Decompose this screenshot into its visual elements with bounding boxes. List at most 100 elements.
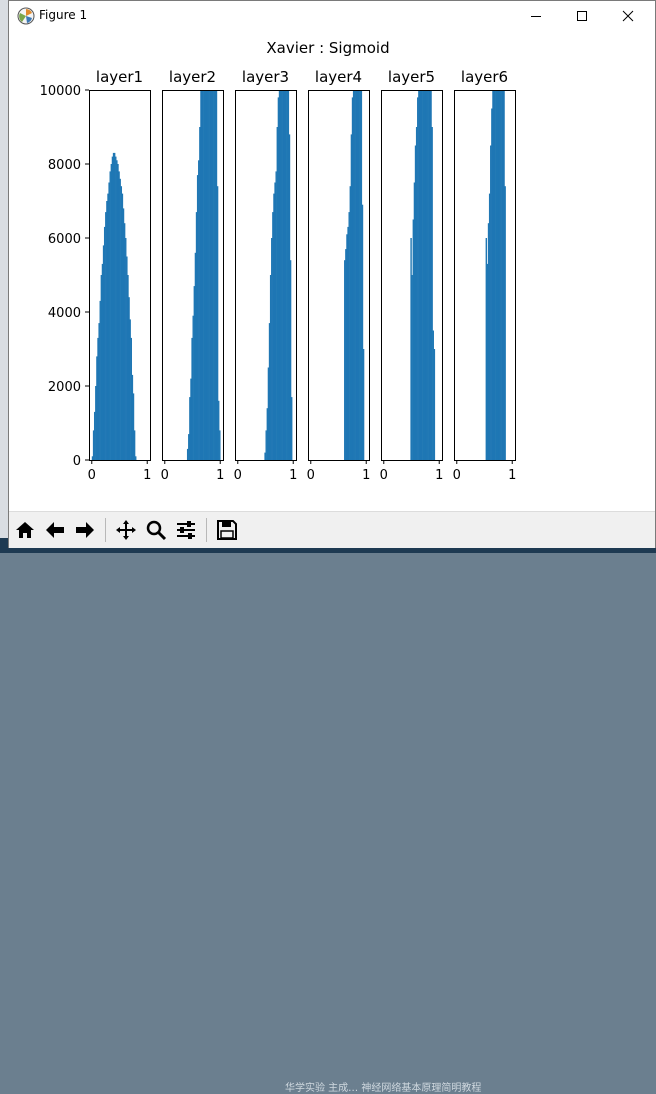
histogram-bar <box>210 90 212 460</box>
save-icon <box>217 520 237 540</box>
histogram-bar <box>288 134 291 460</box>
subplot-title: layer3 <box>242 68 289 86</box>
subplot-frame <box>308 90 370 461</box>
histogram-bar <box>362 349 365 460</box>
histogram-bar <box>282 90 284 460</box>
histogram-bar <box>348 212 350 460</box>
histogram-bar <box>133 430 136 460</box>
minimize-button[interactable] <box>513 1 559 31</box>
histogram-bar <box>497 90 500 460</box>
histogram-bar <box>192 315 194 460</box>
pan-button[interactable] <box>112 516 140 544</box>
x-tick-label: 0 <box>380 468 388 483</box>
histogram-bar <box>99 300 101 460</box>
histogram-bar <box>208 90 210 460</box>
histogram-bar <box>274 182 276 460</box>
histogram-bar <box>501 90 503 460</box>
histogram-bar <box>427 90 429 460</box>
histogram-bar <box>268 323 271 460</box>
histogram-bar <box>284 90 286 460</box>
histogram-bar <box>112 152 115 460</box>
histogram-bar <box>132 393 135 460</box>
histogram-bar <box>349 186 351 460</box>
save-button[interactable] <box>213 516 241 544</box>
histogram-bar <box>412 219 415 460</box>
toolbar-separator <box>105 518 106 542</box>
histogram-bar <box>97 337 99 460</box>
back-button[interactable] <box>41 516 69 544</box>
histogram-bar <box>113 152 116 460</box>
histogram-bar <box>347 226 349 460</box>
subplot-frame <box>89 90 151 461</box>
close-button[interactable] <box>605 1 651 31</box>
histogram-bar <box>420 90 422 460</box>
histogram-bar <box>421 90 423 460</box>
histogram-bar <box>127 275 129 460</box>
pan-icon <box>116 520 136 540</box>
forward-button[interactable] <box>71 516 99 544</box>
histogram-bar <box>494 90 496 460</box>
configure-subplots-button[interactable] <box>172 516 200 544</box>
histogram-bar <box>120 186 123 460</box>
x-tick-label: 1 <box>143 468 151 483</box>
histogram-bar <box>492 90 494 460</box>
histogram-bar <box>98 323 100 460</box>
configure-subplots-icon <box>177 521 195 539</box>
toolbar-separator <box>206 518 207 542</box>
histogram-bar <box>424 90 427 460</box>
histogram-bar <box>200 90 202 460</box>
histogram-bar <box>195 212 198 460</box>
histogram-bar <box>351 97 354 461</box>
y-tick-label: 4000 <box>48 306 81 321</box>
histogram-bar <box>204 90 207 460</box>
histogram-bar <box>346 234 348 460</box>
histogram-bar <box>415 127 418 460</box>
histogram-bar <box>109 171 111 460</box>
histogram-bar <box>277 97 280 461</box>
histogram-bar <box>275 171 277 460</box>
histogram-bar <box>198 160 200 461</box>
figure-canvas[interactable]: Xavier : Sigmoid layer1 0 1 0 2000 4000 6000 80… <box>9 31 655 511</box>
histogram-bar <box>118 171 120 460</box>
y-tick-label: 6000 <box>48 232 81 247</box>
histogram-bar <box>361 204 364 460</box>
taskbar-text: 华学实验 主成… 神经网络基本原理简明教程 <box>285 1083 482 1094</box>
histogram-bar <box>206 90 209 460</box>
histogram-bar <box>433 349 436 460</box>
histogram-bar <box>422 90 424 460</box>
subplot-title: layer5 <box>388 68 435 86</box>
zoom-button[interactable] <box>142 516 170 544</box>
histogram-bar <box>279 90 282 460</box>
maximize-button[interactable] <box>559 1 605 31</box>
histogram-bar <box>291 397 293 460</box>
histogram-bar <box>344 260 346 460</box>
histogram-bar <box>432 330 434 460</box>
histogram-bar <box>287 90 290 460</box>
y-tick-label: 8000 <box>48 158 81 173</box>
histogram-bar <box>504 186 506 460</box>
home-button[interactable] <box>11 516 39 544</box>
y-tick-label: 0 <box>73 454 81 469</box>
subplot-title: layer1 <box>96 68 143 86</box>
histogram-bar <box>485 238 488 460</box>
histogram-bar <box>498 90 501 460</box>
x-tick-label: 0 <box>453 468 461 483</box>
histogram-bar <box>417 97 419 461</box>
histogram-bar <box>431 127 433 460</box>
histogram-bar <box>425 90 428 460</box>
y-tick-label: 10000 <box>40 84 81 99</box>
histogram-bar <box>418 90 420 460</box>
histogram-bar <box>358 90 360 460</box>
histogram-bar <box>108 182 110 460</box>
histogram-bar <box>126 256 128 460</box>
title-bar[interactable]: Figure 1 <box>9 1 655 31</box>
histogram-bar <box>131 374 134 460</box>
histogram-bar <box>354 90 356 460</box>
histogram-bar <box>110 164 113 460</box>
histogram-bar <box>101 263 104 460</box>
x-tick-label: 0 <box>307 468 315 483</box>
subplot-frame <box>454 90 516 461</box>
figure-title: Xavier : Sigmoid <box>266 39 389 57</box>
y-tick-label: 2000 <box>48 380 81 395</box>
histogram-bar <box>430 90 432 460</box>
